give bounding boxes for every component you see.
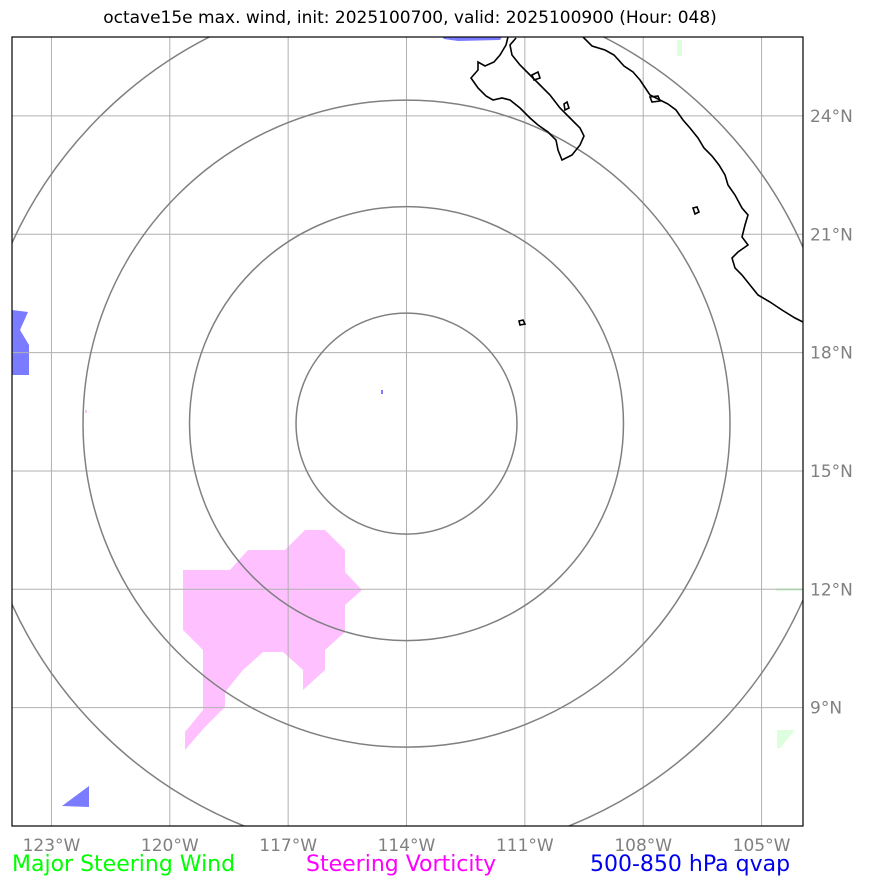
longitude-label: 105°W [733,836,791,856]
island-revillagigedo [518,319,527,326]
qvap-patch-north [442,37,502,41]
island-mid [691,206,701,216]
range-ring [12,37,803,826]
vorticity-speck [85,410,87,413]
map-title: octave15e max. wind, init: 2025100700, v… [103,8,717,28]
longitude-labels: 123°W 120°W 117°W 114°W 111°W 108°W 105°W [23,836,791,856]
longitude-label: 108°W [614,836,672,856]
latitude-label: 24°N [810,107,853,127]
range-ring [295,312,518,535]
qvap-patch-west [12,310,29,375]
longitude-label: 117°W [259,836,317,856]
latitude-labels: 24°N 21°N 18°N 15°N 12°N 9°N [810,107,853,719]
range-ring [188,205,625,642]
longitude-label: 111°W [496,836,554,856]
range-rings [12,37,803,826]
qvap-patch-southwest [62,786,89,807]
map-grid [12,37,803,826]
plot-frame [11,36,804,827]
mainland-coast [582,37,803,323]
qvap-shading [12,37,502,807]
island-north-1 [530,70,542,81]
island-north-2 [563,100,570,112]
latitude-label: 18°N [810,344,853,364]
latitude-label: 9°N [810,699,842,719]
latitude-label: 12°N [810,580,853,600]
longitude-label: 123°W [23,836,81,856]
wind-patch-north [677,40,682,56]
legend-major-steering-wind: Major Steering Wind [12,852,236,877]
island-gulf [648,95,662,103]
legend-qvap: 500-850 hPa qvap [590,852,791,877]
latitude-label: 21°N [810,225,853,245]
baja-coast-west [469,37,585,162]
coastline [469,37,803,326]
longitude-label: 114°W [378,836,436,856]
wind-patch-southeast [777,730,795,748]
legend-steering-vorticity: Steering Vorticity [306,852,497,877]
vorticity-patch [183,530,362,750]
latitude-label: 15°N [810,462,853,482]
range-ring [82,99,731,748]
longitude-label: 120°W [141,836,199,856]
qvap-speck [381,390,383,394]
